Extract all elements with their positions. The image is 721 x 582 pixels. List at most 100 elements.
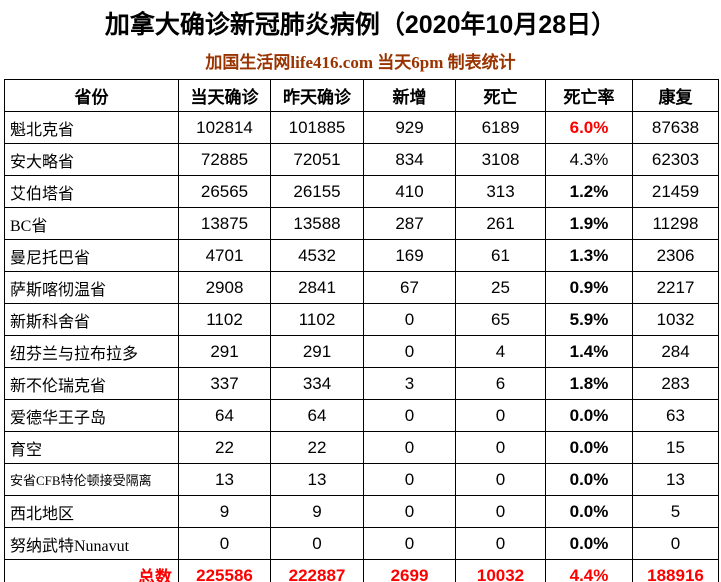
total-row: 总数 225586 222887 2699 10032 4.4% 188916 [4,559,719,582]
cell-death-rate: 0.0% [545,431,633,464]
cell-today: 22 [178,431,271,464]
cell-today: 72885 [178,143,271,176]
table-row: 育空 22 22 0 0 0.0% 15 [4,431,719,464]
province-name: 魁北克省 [4,111,179,144]
table-row: 努纳武特Nunavut 0 0 0 0 0.0% 0 [4,527,719,560]
table-row: BC省 13875 13588 287 261 1.9% 11298 [4,207,719,240]
column-header: 死亡 [455,79,546,112]
cell-yesterday: 2841 [270,271,364,304]
province-name: 曼尼托巴省 [4,239,179,272]
province-name: 努纳武特Nunavut [4,527,179,560]
cell-new: 0 [363,495,456,528]
province-name: 萨斯喀彻温省 [4,271,179,304]
cell-deaths: 313 [455,175,546,208]
cell-deaths: 25 [455,271,546,304]
column-header: 当天确诊 [178,79,271,112]
cell-deaths: 4 [455,335,546,368]
province-name: 新不伦瑞克省 [4,367,179,400]
cell-yesterday: 4532 [270,239,364,272]
cell-recovered: 283 [632,367,719,400]
province-name: 育空 [4,431,179,464]
cell-yesterday: 26155 [270,175,364,208]
cell-today: 291 [178,335,271,368]
column-header: 死亡率 [545,79,633,112]
cell-yesterday: 72051 [270,143,364,176]
cell-recovered: 87638 [632,111,719,144]
cell-new: 3 [363,367,456,400]
cell-deaths: 3108 [455,143,546,176]
cell-yesterday: 13 [270,463,364,496]
total-deaths: 10032 [455,559,546,582]
table-row: 魁北克省 102814 101885 929 6189 6.0% 87638 [4,111,719,144]
cell-death-rate: 0.0% [545,399,633,432]
table-row: 萨斯喀彻温省 2908 2841 67 25 0.9% 2217 [4,271,719,304]
cell-death-rate: 1.2% [545,175,633,208]
cell-today: 13 [178,463,271,496]
cell-recovered: 2306 [632,239,719,272]
cell-new: 0 [363,463,456,496]
table-row: 西北地区 9 9 0 0 0.0% 5 [4,495,719,528]
cell-yesterday: 291 [270,335,364,368]
province-name: 爱德华王子岛 [4,399,179,432]
cell-deaths: 0 [455,399,546,432]
cell-new: 0 [363,335,456,368]
province-name: 安省CFB特伦顿接受隔离 [4,463,179,496]
table-row: 安大略省 72885 72051 834 3108 4.3% 62303 [4,143,719,176]
table-body: 魁北克省 102814 101885 929 6189 6.0% 87638 安大略省 7288… [4,111,719,582]
cell-new: 0 [363,431,456,464]
column-header: 新增 [363,79,456,112]
cell-death-rate: 0.9% [545,271,633,304]
cell-today: 337 [178,367,271,400]
cell-deaths: 0 [455,431,546,464]
cell-death-rate: 4.3% [545,143,633,176]
cell-death-rate: 6.0% [545,111,633,144]
cell-recovered: 5 [632,495,719,528]
page-title: 加拿大确诊新冠肺炎病例（2020年10月28日） [104,11,617,39]
column-header: 康复 [632,79,719,112]
cell-new: 287 [363,207,456,240]
page-subtitle: 加国生活网life416.com 当天6pm 制表统计 [205,53,516,72]
covid-table: 省份 当天确诊 昨天确诊 新增 死亡 死亡率 康复 魁北克省 102814 101885 929 6… [4,79,719,582]
cell-new: 169 [363,239,456,272]
cell-deaths: 6 [455,367,546,400]
table-row: 艾伯塔省 26565 26155 410 313 1.2% 21459 [4,175,719,208]
cell-deaths: 65 [455,303,546,336]
cell-today: 102814 [178,111,271,144]
cell-today: 0 [178,527,271,560]
header-row: 省份 当天确诊 昨天确诊 新增 死亡 死亡率 康复 [4,79,719,112]
cell-recovered: 11298 [632,207,719,240]
cell-today: 26565 [178,175,271,208]
province-name: 西北地区 [4,495,179,528]
cell-yesterday: 334 [270,367,364,400]
column-header: 昨天确诊 [270,79,364,112]
cell-deaths: 0 [455,527,546,560]
cell-deaths: 6189 [455,111,546,144]
total-new: 2699 [363,559,456,582]
cell-new: 67 [363,271,456,304]
cell-yesterday: 64 [270,399,364,432]
cell-new: 0 [363,527,456,560]
cell-today: 4701 [178,239,271,272]
covid-table-page: 加拿大确诊新冠肺炎病例（2020年10月28日） 加国生活网life416.co… [0,5,721,582]
cell-recovered: 1032 [632,303,719,336]
table-row: 曼尼托巴省 4701 4532 169 61 1.3% 2306 [4,239,719,272]
cell-deaths: 0 [455,463,546,496]
cell-death-rate: 0.0% [545,495,633,528]
cell-new: 834 [363,143,456,176]
cell-yesterday: 13588 [270,207,364,240]
cell-recovered: 2217 [632,271,719,304]
cell-recovered: 62303 [632,143,719,176]
total-today: 225586 [178,559,271,582]
cell-deaths: 261 [455,207,546,240]
cell-today: 13875 [178,207,271,240]
table-row: 新斯科舍省 1102 1102 0 65 5.9% 1032 [4,303,719,336]
cell-today: 1102 [178,303,271,336]
cell-recovered: 63 [632,399,719,432]
table-row: 新不伦瑞克省 337 334 3 6 1.8% 283 [4,367,719,400]
cell-death-rate: 1.8% [545,367,633,400]
cell-recovered: 15 [632,431,719,464]
cell-yesterday: 9 [270,495,364,528]
cell-deaths: 0 [455,495,546,528]
table-row: 爱德华王子岛 64 64 0 0 0.0% 63 [4,399,719,432]
cell-death-rate: 5.9% [545,303,633,336]
